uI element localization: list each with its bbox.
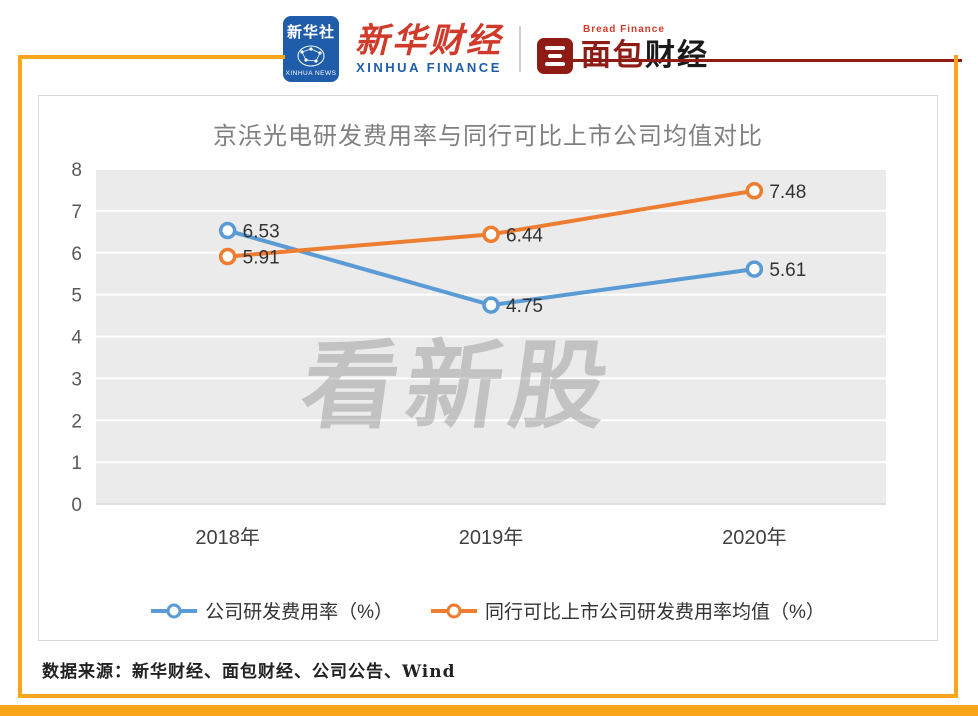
brand-red-line [538, 59, 962, 62]
data-point [218, 247, 237, 266]
bread-finance-cn: 面包财经 [581, 41, 709, 71]
y-tick-label: 3 [71, 369, 82, 390]
x-tick-label: 2020年 [722, 526, 787, 549]
data-point [745, 260, 764, 278]
y-tick-label: 1 [71, 453, 82, 474]
line-chart-svg: 0 1 2 3 4 5 6 7 8 2018年 2019年 2020年 6.53 4.75 5.61 5.91… [71, 161, 886, 549]
frame-top-border [18, 55, 285, 59]
data-point [218, 221, 237, 240]
chart-title: 京浜光电研发费用率与同行可比上市公司均值对比 [213, 123, 763, 150]
legend-marker-icon [151, 603, 198, 618]
legend-label: 公司研发费用率（%） [205, 602, 393, 623]
xinhua-finance-en: XINHUA FINANCE [356, 60, 502, 76]
bottom-orange-bar [0, 705, 978, 716]
logo-divider [519, 26, 521, 72]
data-point [745, 182, 764, 200]
legend-marker-icon [431, 603, 477, 618]
bread-finance-cn-primary: 面包 [581, 39, 645, 72]
y-tick-label: 0 [71, 495, 82, 516]
header-logos: 新华社 XINHUA NEWS 新华财经 XINHUA FINANCE Brea… [283, 8, 709, 90]
xinhua-news-cn: 新华社 [286, 24, 335, 41]
data-label: 7.48 [769, 182, 806, 203]
chart-container: 京浜光电研发费用率与同行可比上市公司均值对比 0 1 2 3 4 5 6 7 8 2018年 201… [38, 95, 938, 641]
legend-label: 同行可比上市公司研发费用率均值（%） [485, 602, 825, 623]
bread-finance-logo: Bread Finance 面包财经 [537, 24, 709, 74]
y-tick-label: 2 [71, 411, 82, 432]
y-tick-label: 8 [71, 161, 82, 181]
legend-item: 同行可比上市公司研发费用率均值（%） [431, 597, 825, 624]
data-label: 5.91 [243, 248, 280, 269]
y-tick-label: 6 [71, 244, 82, 265]
bread-finance-cn-secondary: 财经 [645, 39, 709, 72]
xinhua-news-en: XINHUA NEWS [285, 70, 337, 77]
data-source-note: 数据来源：新华财经、面包财经、公司公告、Wind [42, 662, 456, 682]
data-label: 4.75 [506, 296, 543, 317]
data-label: 6.53 [243, 222, 280, 243]
orange-frame: 京浜光电研发费用率与同行可比上市公司均值对比 0 1 2 3 4 5 6 7 8 2018年 201… [18, 55, 958, 698]
data-label: 6.44 [506, 225, 543, 246]
data-label: 5.61 [769, 260, 806, 281]
bread-icon [537, 38, 573, 74]
x-tick-label: 2019年 [459, 526, 524, 549]
y-tick-label: 7 [71, 202, 82, 223]
xinhua-finance-logo: 新华财经 XINHUA FINANCE [355, 21, 503, 76]
chart-legend: 公司研发费用率（%） 同行可比上市公司研发费用率均值（%） [39, 597, 937, 624]
globe-network-icon [297, 45, 325, 67]
legend-item: 公司研发费用率（%） [151, 597, 393, 624]
data-point [482, 225, 500, 244]
y-tick-label: 4 [71, 328, 82, 349]
data-point [482, 296, 500, 314]
xinhua-finance-cn: 新华财经 [355, 21, 503, 60]
bread-finance-en: Bread Finance [583, 24, 665, 35]
x-tick-label: 2018年 [195, 526, 260, 549]
xinhua-news-logo: 新华社 XINHUA NEWS [283, 16, 339, 82]
y-tick-label: 5 [71, 286, 82, 307]
